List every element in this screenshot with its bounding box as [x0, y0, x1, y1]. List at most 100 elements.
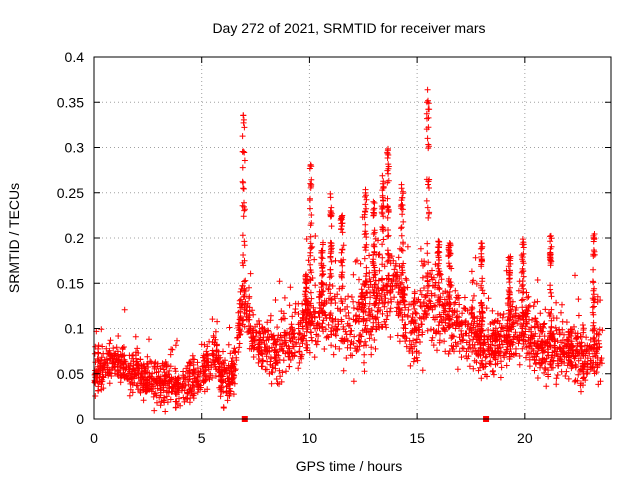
data-point [348, 294, 355, 300]
data-point [235, 334, 241, 341]
data-point [146, 336, 152, 343]
data-point [490, 371, 497, 378]
data-point [505, 295, 512, 302]
data-point [358, 290, 365, 297]
data-point [559, 347, 565, 354]
data-point [418, 291, 425, 298]
data-point [591, 327, 598, 334]
data-point [189, 392, 196, 398]
data-point [428, 337, 435, 344]
data-point [524, 320, 531, 327]
data-point [403, 335, 410, 342]
data-point [189, 356, 196, 363]
data-point [338, 257, 345, 264]
data-point [395, 254, 402, 261]
data-point [272, 347, 279, 354]
data-point [307, 252, 314, 259]
data-point [559, 326, 566, 333]
data-point [327, 270, 334, 277]
data-point [424, 115, 430, 122]
y-tick-label: 0.3 [65, 140, 85, 156]
data-point [319, 241, 326, 248]
data-point [240, 185, 247, 192]
data-point [360, 315, 367, 322]
data-point [366, 335, 373, 342]
data-point [209, 352, 216, 359]
data-point [263, 366, 270, 373]
data-point [403, 277, 410, 284]
data-point [406, 348, 413, 355]
data-point [413, 336, 420, 343]
data-point [361, 214, 368, 221]
data-point [534, 320, 541, 326]
data-point [404, 243, 411, 250]
data-point [92, 393, 99, 399]
data-point [525, 293, 532, 300]
data-point [404, 284, 411, 291]
data-point [320, 288, 327, 294]
data-point [494, 345, 501, 352]
data-point [422, 311, 429, 318]
data-point [434, 262, 441, 269]
data-point [469, 348, 476, 355]
data-point [548, 235, 555, 242]
data-point [591, 291, 597, 298]
data-point [124, 376, 131, 383]
data-point [360, 300, 367, 307]
data-point [479, 287, 486, 294]
data-point [453, 314, 460, 321]
data-point [92, 343, 99, 350]
data-point [241, 286, 248, 292]
data-point [457, 338, 464, 345]
data-point [498, 324, 505, 331]
data-point [461, 294, 468, 301]
data-point [446, 252, 453, 259]
data-point [380, 197, 387, 204]
data-point [380, 184, 387, 191]
data-point [269, 333, 276, 340]
data-point [205, 362, 212, 369]
data-point [223, 389, 230, 396]
data-point [474, 339, 481, 346]
data-point [575, 296, 582, 303]
data-point [447, 242, 454, 249]
data-point [515, 340, 522, 347]
data-point [411, 288, 418, 295]
data-point [303, 307, 310, 314]
data-point [318, 262, 325, 269]
data-point [175, 374, 182, 381]
data-point [308, 295, 315, 302]
data-point [291, 353, 298, 360]
data-point [372, 300, 379, 307]
data-point [370, 251, 377, 258]
data-point [499, 314, 506, 321]
data-point [182, 395, 189, 402]
data-point [496, 350, 503, 357]
data-point [388, 298, 395, 305]
data-point [274, 336, 281, 343]
data-point [94, 363, 101, 370]
data-point [541, 364, 548, 371]
data-point [307, 205, 313, 212]
data-point [144, 353, 151, 360]
data-point [354, 343, 361, 350]
data-point [492, 361, 499, 368]
data-point [325, 321, 332, 328]
data-point [230, 365, 237, 372]
data-point [280, 315, 287, 322]
data-point [471, 292, 477, 299]
data-point [507, 314, 514, 321]
data-point [441, 303, 448, 310]
data-point [400, 240, 407, 247]
data-point [422, 308, 429, 315]
data-point [392, 260, 399, 267]
data-point [255, 317, 262, 324]
data-point [422, 294, 429, 301]
data-point [110, 345, 117, 352]
data-point [402, 325, 409, 332]
data-point [129, 355, 135, 362]
data-point [562, 373, 569, 379]
data-point [268, 380, 275, 387]
data-point [526, 363, 533, 370]
data-point [307, 222, 314, 229]
